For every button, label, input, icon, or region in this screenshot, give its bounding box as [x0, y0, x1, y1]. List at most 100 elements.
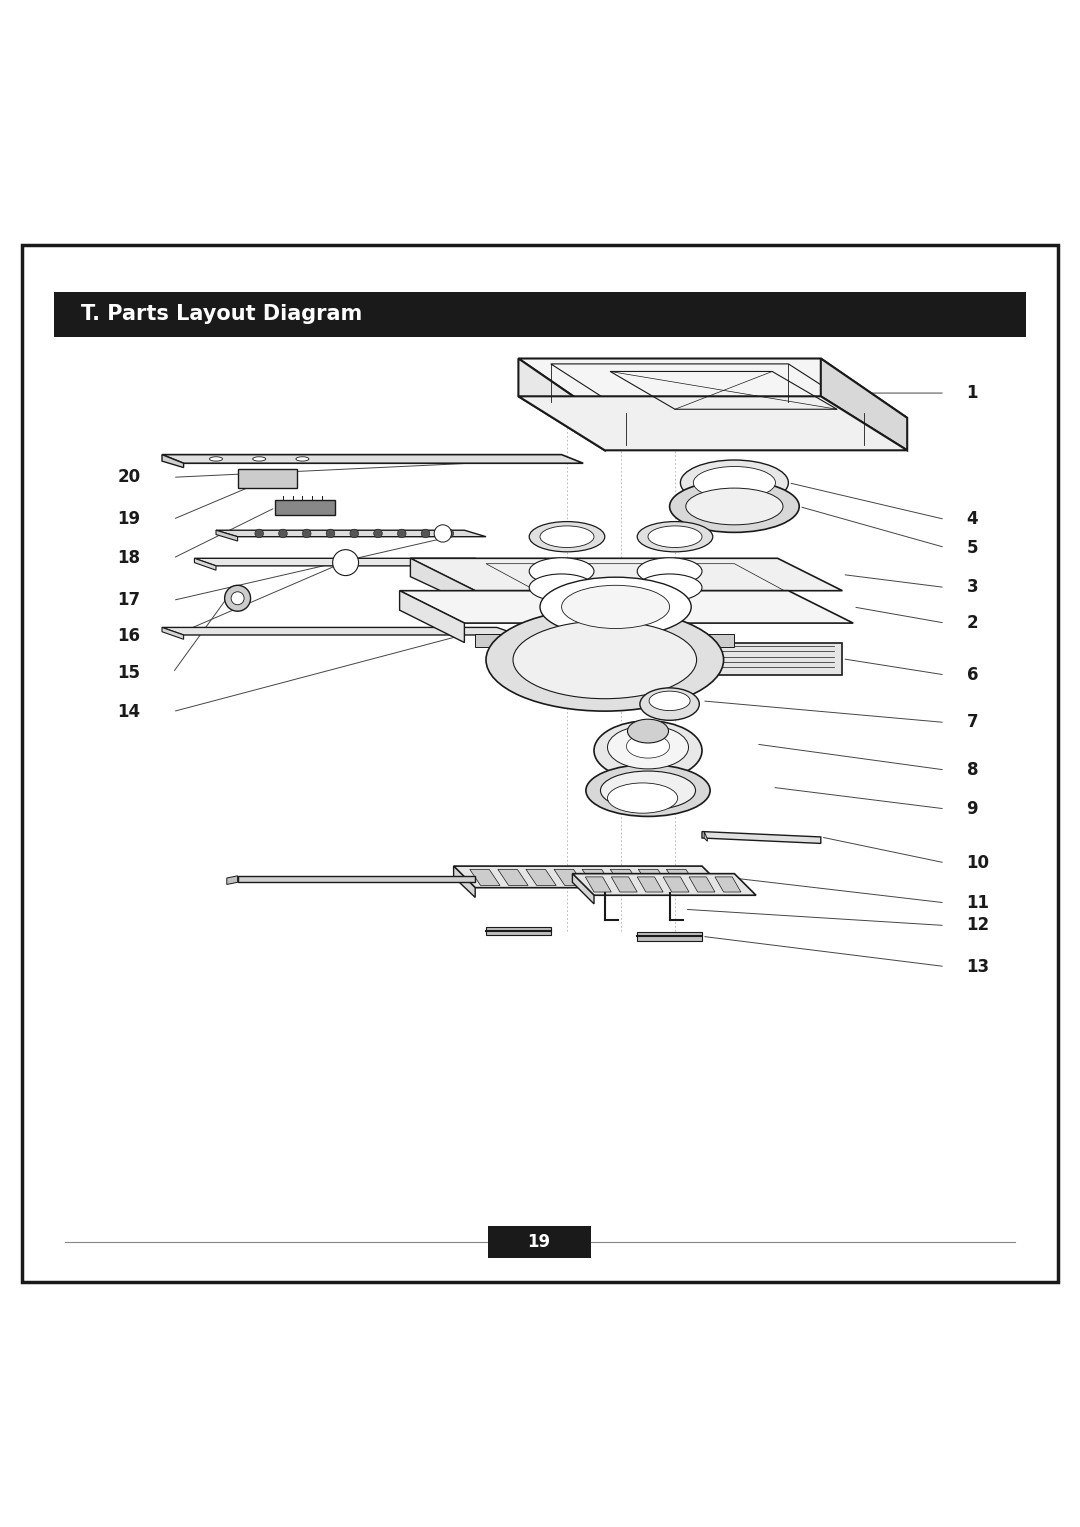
Ellipse shape [607, 783, 678, 814]
Ellipse shape [680, 460, 788, 505]
Ellipse shape [637, 522, 713, 551]
Bar [54, 292, 1026, 337]
Text: 9: 9 [967, 800, 978, 818]
Ellipse shape [529, 574, 594, 602]
Polygon shape [582, 869, 612, 886]
Circle shape [333, 550, 359, 576]
Polygon shape [454, 866, 724, 887]
Ellipse shape [648, 525, 702, 548]
Polygon shape [475, 634, 734, 647]
Polygon shape [585, 876, 611, 892]
Polygon shape [194, 559, 216, 570]
Ellipse shape [686, 489, 783, 525]
Text: 8: 8 [967, 760, 978, 779]
Text: 19: 19 [118, 510, 140, 528]
Text: 3: 3 [967, 579, 978, 597]
Polygon shape [554, 869, 584, 886]
Ellipse shape [637, 557, 702, 585]
Polygon shape [162, 628, 184, 640]
Polygon shape [486, 927, 551, 935]
Polygon shape [572, 873, 594, 904]
Polygon shape [410, 559, 475, 606]
Ellipse shape [600, 771, 696, 809]
Circle shape [397, 530, 406, 538]
Ellipse shape [585, 765, 711, 817]
Text: 19: 19 [527, 1232, 551, 1251]
Circle shape [225, 585, 251, 611]
Ellipse shape [594, 721, 702, 780]
Polygon shape [702, 643, 842, 675]
Polygon shape [637, 876, 663, 892]
Polygon shape [638, 869, 669, 886]
Ellipse shape [296, 457, 309, 461]
Polygon shape [454, 866, 475, 898]
Polygon shape [572, 873, 756, 895]
Circle shape [445, 530, 454, 538]
Ellipse shape [513, 621, 697, 699]
Polygon shape [162, 628, 518, 635]
Polygon shape [689, 876, 715, 892]
Polygon shape [470, 869, 500, 886]
Polygon shape [194, 559, 497, 567]
Polygon shape [216, 530, 238, 541]
Text: 20: 20 [118, 469, 140, 486]
Polygon shape [702, 832, 821, 843]
Text: 16: 16 [118, 628, 140, 644]
Text: 15: 15 [118, 664, 140, 681]
Polygon shape [637, 931, 702, 941]
Bar [238, 469, 297, 489]
Ellipse shape [649, 692, 690, 710]
Circle shape [434, 525, 451, 542]
Text: T. Parts Layout Diagram: T. Parts Layout Diagram [81, 304, 362, 324]
Ellipse shape [562, 585, 670, 629]
Polygon shape [400, 591, 853, 623]
Circle shape [255, 530, 264, 538]
Ellipse shape [540, 525, 594, 548]
Text: 14: 14 [118, 702, 140, 721]
Text: 11: 11 [967, 893, 989, 912]
Polygon shape [275, 499, 335, 515]
Ellipse shape [253, 457, 266, 461]
Polygon shape [238, 876, 475, 883]
Polygon shape [666, 869, 697, 886]
Text: 12: 12 [967, 916, 989, 935]
Polygon shape [246, 481, 286, 484]
Circle shape [374, 530, 382, 538]
Circle shape [350, 530, 359, 538]
Ellipse shape [210, 457, 222, 461]
Ellipse shape [540, 577, 691, 637]
Ellipse shape [693, 467, 775, 499]
Circle shape [279, 530, 287, 538]
Circle shape [421, 530, 430, 538]
Text: 5: 5 [967, 539, 978, 556]
Polygon shape [610, 869, 640, 886]
Polygon shape [227, 876, 238, 884]
Circle shape [326, 530, 335, 538]
Polygon shape [611, 876, 637, 892]
Circle shape [231, 592, 244, 605]
Text: 1: 1 [967, 385, 978, 402]
Text: 10: 10 [967, 854, 989, 872]
Ellipse shape [607, 725, 689, 770]
Ellipse shape [670, 481, 799, 533]
Ellipse shape [639, 687, 700, 721]
Ellipse shape [486, 609, 724, 712]
Polygon shape [518, 359, 605, 450]
Polygon shape [526, 869, 556, 886]
Polygon shape [715, 876, 741, 892]
Polygon shape [821, 359, 907, 450]
Ellipse shape [529, 522, 605, 551]
Polygon shape [216, 530, 486, 536]
Polygon shape [704, 832, 707, 841]
Text: 4: 4 [967, 510, 978, 528]
Ellipse shape [529, 557, 594, 585]
Polygon shape [410, 559, 842, 591]
Text: 17: 17 [118, 591, 140, 609]
Polygon shape [162, 455, 583, 463]
Text: 18: 18 [118, 550, 140, 568]
Circle shape [302, 530, 311, 538]
Polygon shape [518, 359, 907, 418]
Polygon shape [162, 455, 184, 467]
Polygon shape [518, 397, 907, 450]
Text: 6: 6 [967, 666, 978, 684]
